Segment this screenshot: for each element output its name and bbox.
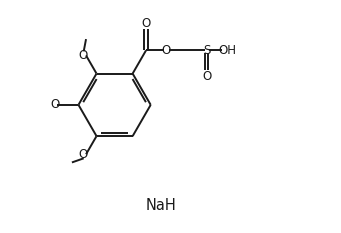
Text: O: O bbox=[50, 98, 59, 111]
Text: O: O bbox=[79, 148, 88, 161]
Text: NaH: NaH bbox=[146, 198, 177, 212]
Text: S: S bbox=[203, 44, 210, 57]
Text: O: O bbox=[142, 17, 151, 30]
Text: O: O bbox=[202, 70, 211, 83]
Text: O: O bbox=[79, 49, 88, 62]
Text: OH: OH bbox=[218, 44, 236, 57]
Text: O: O bbox=[162, 44, 171, 57]
